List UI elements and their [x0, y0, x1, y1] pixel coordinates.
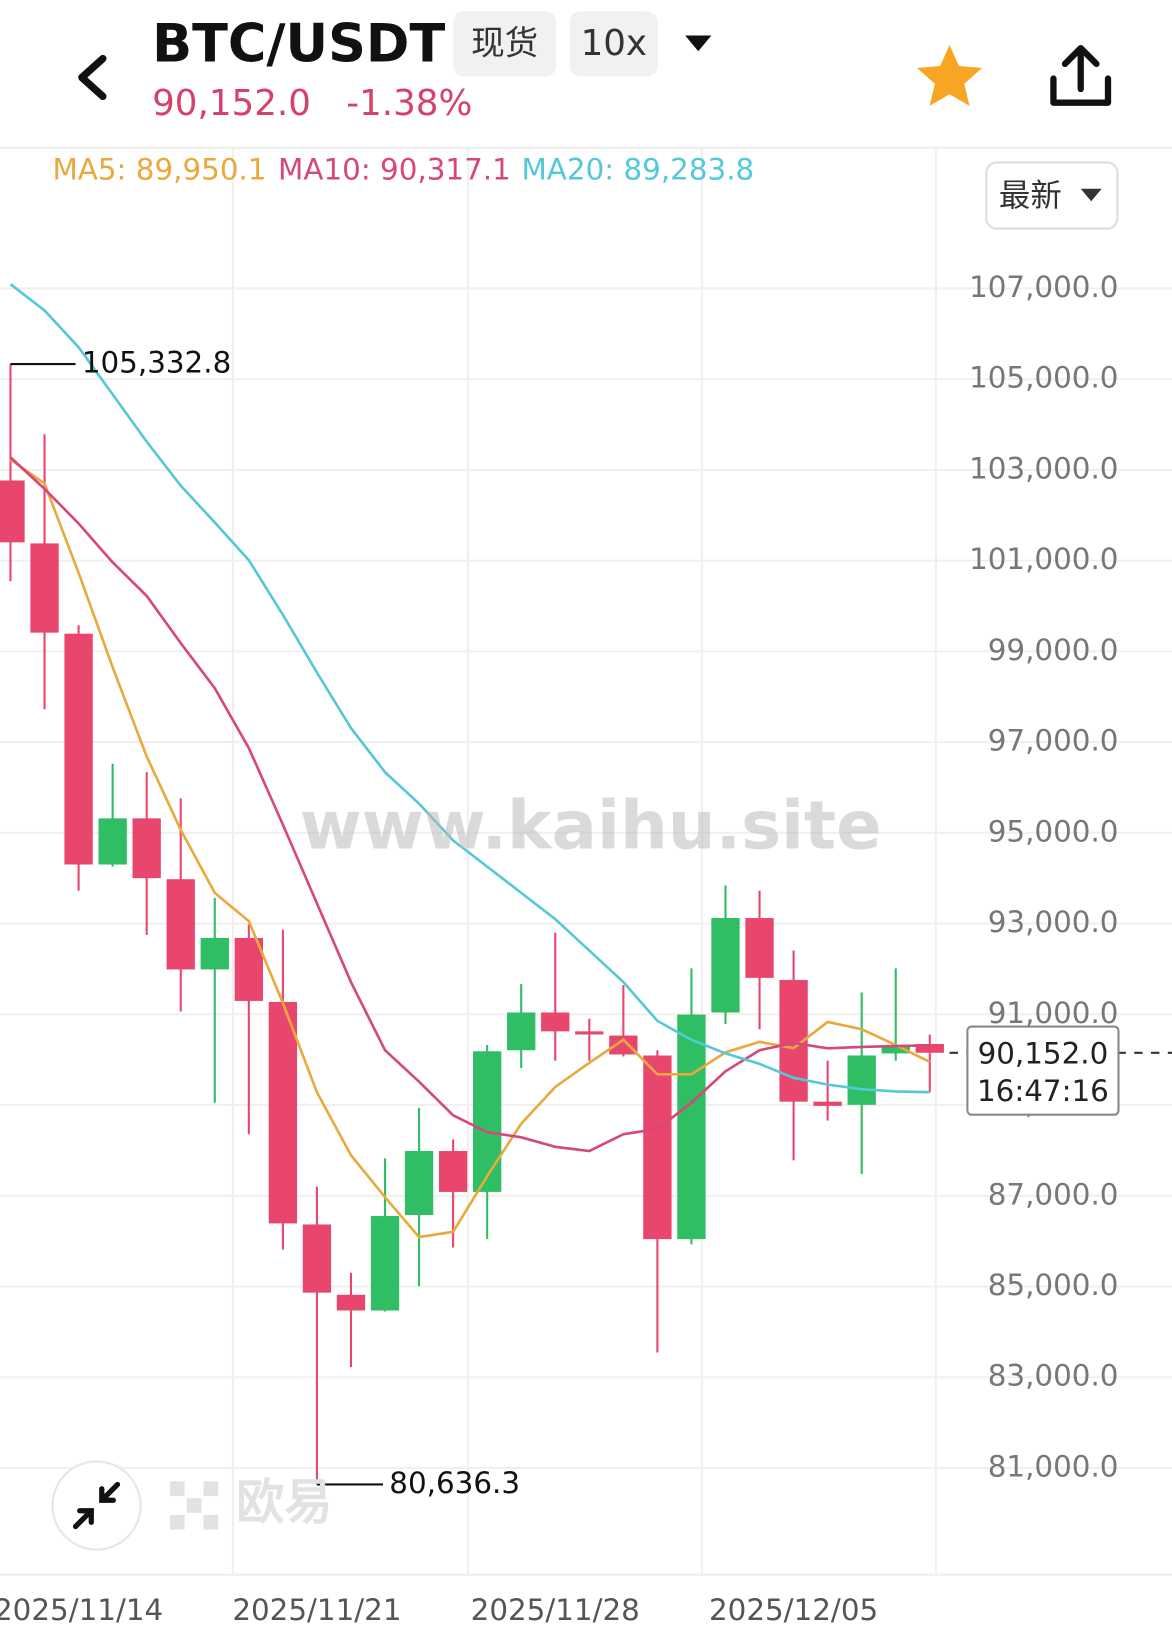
x-tick-label: 2025/12/05 [709, 1593, 878, 1627]
candle-body [847, 1055, 876, 1105]
y-tick-label: 83,000.0 [988, 1359, 1119, 1393]
candle-body [98, 818, 127, 865]
candle-body [575, 1031, 604, 1035]
x-tick-label: 2025/11/14 [0, 1593, 163, 1627]
candle-body [507, 1012, 536, 1051]
price-change: -1.38% [346, 83, 472, 124]
collapse-button[interactable] [51, 1460, 142, 1551]
legend-entry: MA20: 89,283.8 [521, 152, 754, 186]
candle-body [915, 1043, 944, 1053]
ma-line [9, 456, 930, 1153]
candle-body [609, 1035, 638, 1055]
y-tick-label: 101,000.0 [969, 542, 1118, 576]
leverage-badge[interactable] [569, 11, 658, 77]
candle-body [745, 918, 774, 978]
brand-name: 欧易 [236, 1475, 333, 1531]
price-mode-label: 最新 [999, 178, 1062, 214]
current-price-box [966, 1025, 1120, 1116]
candle-body [268, 1001, 298, 1224]
legend-entry: MA5: 89,950.1 [52, 152, 266, 186]
share-button[interactable] [1050, 44, 1112, 106]
countdown-label: 16:47:16 [977, 1074, 1109, 1108]
y-tick-label: 103,000.0 [969, 451, 1118, 485]
candle-body [166, 879, 195, 970]
y-tick-label: 85,000.0 [988, 1268, 1119, 1302]
favorite-star[interactable] [917, 44, 983, 106]
market-badge[interactable] [453, 11, 557, 77]
chart: 81,000.083,000.085,000.087,000.089,000.0… [0, 147, 1172, 1627]
candle-body [64, 633, 93, 865]
candle-body [541, 1012, 570, 1032]
leverage-label: 10x [581, 23, 647, 64]
y-tick-label: 95,000.0 [988, 814, 1119, 848]
candle-body [302, 1224, 332, 1293]
back-button[interactable] [78, 54, 107, 101]
annotation-label: 80,636.3 [389, 1466, 520, 1500]
candle-body [336, 1294, 366, 1311]
brand-logo [169, 1481, 219, 1530]
candle-body [30, 543, 59, 633]
annotation-label: 105,332.8 [82, 346, 231, 380]
pair-title: BTC/USDT [152, 14, 445, 75]
price-mode-button[interactable] [985, 161, 1119, 230]
x-tick-label: 2025/11/21 [232, 1593, 401, 1627]
y-tick-label: 107,000.0 [969, 270, 1118, 304]
candle-body [370, 1216, 400, 1311]
current-price-label: 90,152.0 [978, 1036, 1109, 1070]
price-mode-arrow [1080, 188, 1102, 202]
market-label: 现货 [471, 23, 538, 62]
watermark: www.kaihu.site [300, 786, 882, 864]
ma-line [9, 283, 930, 1094]
y-tick-label: 99,000.0 [988, 633, 1119, 667]
legend-entry: MA10: 90,317.1 [278, 152, 511, 186]
candle-body [643, 1055, 672, 1240]
candle-body [234, 937, 263, 1001]
candle-body [677, 1014, 706, 1240]
candle-body [132, 818, 161, 879]
candle-body [711, 918, 740, 1013]
y-tick-label: 97,000.0 [988, 724, 1119, 758]
dropdown-arrow[interactable] [685, 35, 712, 52]
last-price: 90,152.0 [152, 83, 311, 124]
candle-body [0, 480, 25, 543]
collapse-icon [72, 1481, 121, 1530]
candle-body [813, 1101, 842, 1106]
y-tick-label: 81,000.0 [988, 1449, 1119, 1483]
y-tick-label: 105,000.0 [969, 361, 1118, 395]
candle-body [438, 1150, 468, 1192]
candle-body [881, 1045, 910, 1054]
ma-line [9, 458, 931, 1239]
y-tick-label: 87,000.0 [988, 1177, 1119, 1211]
y-tick-label: 93,000.0 [988, 905, 1119, 939]
x-tick-label: 2025/11/28 [471, 1593, 640, 1627]
candle-body [200, 937, 229, 970]
candle-body [404, 1150, 434, 1216]
y-tick-label: 91,000.0 [988, 996, 1119, 1030]
candle-body [472, 1051, 502, 1192]
